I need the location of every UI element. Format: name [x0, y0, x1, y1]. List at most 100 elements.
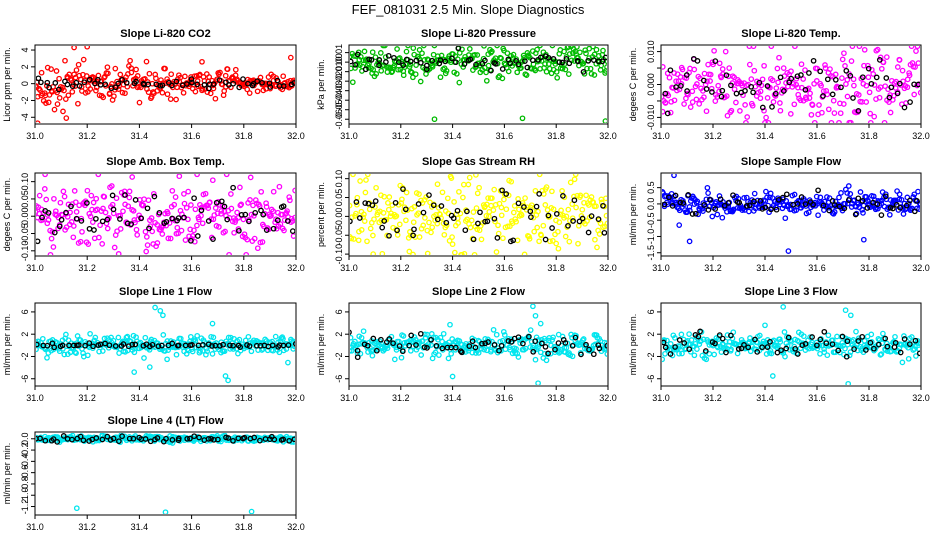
- y-axis-label: ml/min per min.: [2, 314, 12, 376]
- outlier-point: [160, 312, 166, 319]
- data-point: [603, 340, 607, 346]
- overlay-point: [575, 58, 581, 65]
- data-point: [210, 334, 217, 341]
- data-point: [443, 222, 450, 229]
- overlay-point: [700, 77, 707, 84]
- data-point: [192, 206, 199, 213]
- data-point: [42, 174, 48, 178]
- overlay-point: [54, 439, 61, 445]
- overlay-point: [662, 201, 668, 208]
- data-point: [45, 99, 52, 106]
- data-point: [80, 350, 86, 357]
- overlay-point: [107, 437, 114, 443]
- data-point: [504, 50, 511, 57]
- data-point: [770, 99, 777, 105]
- y-tick-label: -4: [20, 113, 30, 121]
- data-point: [111, 244, 118, 251]
- data-point: [806, 345, 812, 352]
- data-points: [662, 174, 920, 254]
- overlay-point: [115, 80, 122, 87]
- overlay-point: [911, 208, 918, 215]
- data-point: [422, 215, 428, 221]
- data-point: [868, 331, 875, 338]
- overlay-point: [146, 225, 152, 232]
- overlay-point: [201, 82, 208, 88]
- data-point: [783, 340, 790, 347]
- data-point: [508, 178, 515, 185]
- data-point: [821, 349, 828, 356]
- data-point: [756, 332, 763, 339]
- data-point: [416, 191, 422, 197]
- overlay-point: [52, 80, 59, 86]
- data-point: [357, 350, 364, 357]
- data-point: [285, 359, 291, 366]
- data-point: [286, 194, 293, 200]
- data-point: [788, 68, 794, 75]
- data-point: [847, 349, 854, 355]
- overlay-point: [723, 349, 729, 356]
- data-point: [855, 92, 862, 98]
- data-point: [836, 119, 842, 123]
- data-point: [141, 355, 147, 361]
- data-point: [516, 206, 522, 213]
- x-tick-label: 31.4: [444, 393, 462, 403]
- data-point: [241, 231, 248, 238]
- data-point: [394, 232, 401, 238]
- overlay-point: [69, 83, 76, 90]
- overlay-point: [154, 435, 161, 441]
- data-point: [474, 190, 481, 197]
- overlay-point: [402, 206, 409, 213]
- y-tick-label: -0.5: [646, 212, 656, 228]
- y-tick-label: -2: [646, 352, 656, 360]
- y-tick-label: -0.03: [334, 80, 344, 101]
- overlay-point: [868, 80, 875, 87]
- overlay-point: [896, 80, 903, 87]
- data-point: [662, 64, 666, 70]
- data-point: [252, 197, 259, 203]
- overlay-point: [189, 342, 195, 348]
- data-point: [177, 335, 184, 342]
- data-point: [679, 350, 685, 357]
- data-point: [549, 337, 556, 343]
- overlay-point: [291, 80, 295, 86]
- data-point: [662, 356, 666, 363]
- overlay-point: [123, 79, 130, 86]
- overlay-point: [859, 198, 866, 204]
- data-point: [247, 174, 254, 181]
- overlay-point: [821, 328, 828, 335]
- data-point: [678, 331, 685, 338]
- data-point: [874, 46, 881, 53]
- data-point: [733, 341, 740, 348]
- data-point: [117, 71, 124, 78]
- data-point: [439, 189, 446, 196]
- chart-title: Slope Amb. Box Temp.: [106, 156, 225, 168]
- data-point: [825, 106, 832, 113]
- y-tick-label: 0.010: [646, 40, 656, 63]
- x-tick-label: 32.0: [599, 131, 617, 141]
- data-point: [579, 206, 586, 213]
- overlay-point: [824, 76, 831, 83]
- data-point: [232, 66, 239, 73]
- outlier-point: [131, 369, 138, 375]
- x-tick-label: 31.8: [235, 263, 253, 273]
- data-point: [900, 211, 907, 217]
- overlay-point: [205, 218, 212, 224]
- data-point: [166, 220, 173, 226]
- overlay-point: [400, 186, 406, 192]
- overlay-point: [560, 193, 566, 199]
- overlay-point: [565, 222, 571, 229]
- data-point: [61, 193, 68, 200]
- overlay-point: [200, 342, 206, 348]
- overlay-point: [778, 347, 784, 354]
- data-point: [849, 46, 856, 50]
- outlier-point: [222, 373, 229, 379]
- overlay-point: [130, 435, 137, 442]
- data-point: [882, 83, 889, 90]
- overlay-point: [175, 342, 182, 349]
- data-point: [701, 70, 708, 77]
- y-tick-label: 0.05: [20, 190, 30, 208]
- data-point: [370, 232, 376, 239]
- data-point: [290, 77, 295, 84]
- overlay-point: [352, 61, 359, 68]
- overlay-point: [392, 199, 399, 206]
